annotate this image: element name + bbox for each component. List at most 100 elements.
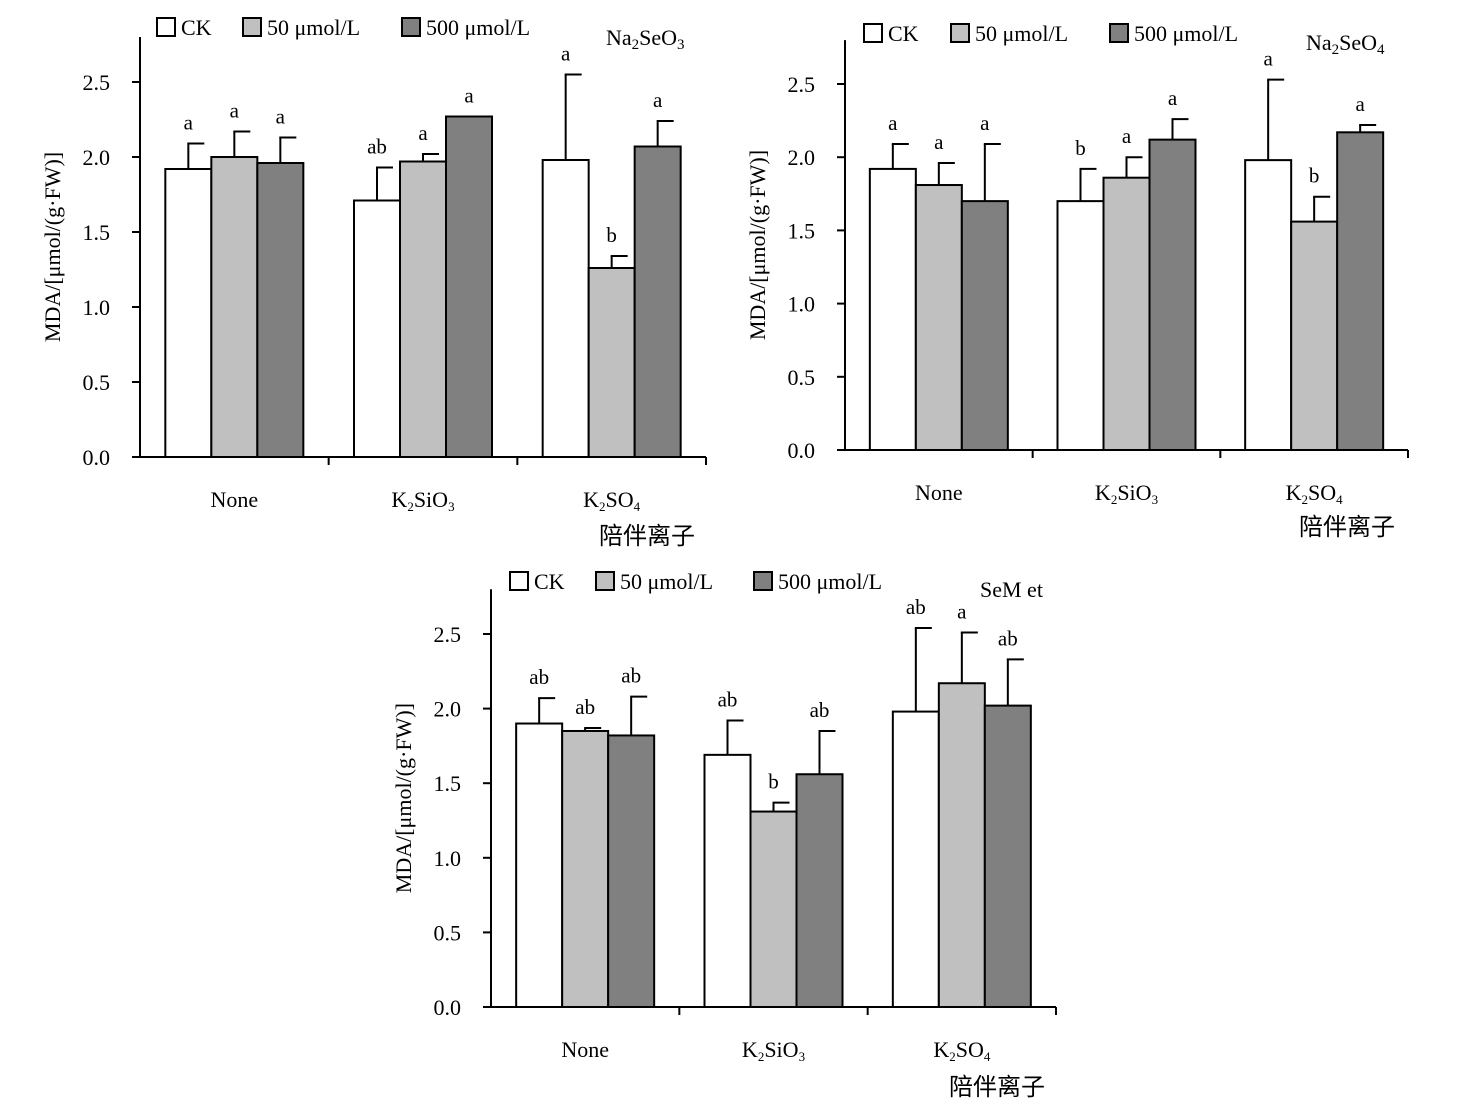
bar [960, 200, 1009, 451]
category-label: K2SiO3 [1095, 480, 1158, 507]
bar [891, 710, 940, 1008]
y-tick-label: 0.5 [434, 920, 462, 945]
y-tick-label: 0.0 [83, 445, 111, 470]
chart-panel-2: 0.0 0.5 1.0 1.5 2.0 2.5 MDA/[μmol/(g·FW)] a a a No… [745, 21, 1409, 541]
y-tick-label: 2.5 [83, 70, 111, 95]
bar [914, 184, 963, 452]
bar [164, 168, 213, 458]
legend-label: 500 μmol/L [1134, 21, 1238, 46]
legend-label: CK [534, 569, 565, 594]
significance-letter: b [1075, 136, 1086, 160]
y-tick-label: 2.5 [788, 72, 816, 97]
category-label: K2SiO3 [391, 487, 454, 514]
bar [795, 773, 844, 1008]
legend-swatch [509, 571, 529, 591]
bar [1148, 138, 1197, 452]
bar [1290, 220, 1339, 451]
y-tick-label: 2.0 [434, 697, 462, 722]
chart-title: SeM et [980, 577, 1043, 602]
significance-letter: a [653, 88, 663, 112]
significance-letter: b [768, 770, 779, 794]
significance-letter: ab [998, 626, 1018, 650]
y-tick-label: 1.5 [788, 218, 816, 243]
x-axis-title: 陪伴离子 [599, 522, 695, 550]
bar [1244, 159, 1293, 452]
legend-label: 500 μmol/L [778, 569, 882, 594]
y-tick-label: 1.0 [788, 292, 816, 317]
significance-letter: ab [575, 695, 595, 719]
category-label: K2SO4 [1286, 480, 1344, 507]
legend-label: 50 μmol/L [975, 21, 1068, 46]
bar [561, 729, 610, 1008]
bar [983, 704, 1032, 1009]
legend-swatch [1109, 23, 1129, 43]
significance-letter: ab [621, 664, 641, 688]
bar [399, 160, 447, 458]
significance-letter: a [888, 111, 898, 135]
legend-label: 500 μmol/L [426, 15, 530, 40]
y-tick-label: 0.5 [788, 365, 816, 390]
chart-title: Na2SeO3 [606, 25, 685, 53]
bar [937, 682, 986, 1009]
significance-letter: ab [718, 688, 738, 712]
chart-panel-3: 0.00.51.01.52.02.5MDA/[μmol/(g·FW)]ababa… [391, 569, 1057, 1101]
y-tick-label: 0.5 [83, 370, 111, 395]
legend-swatch [242, 17, 262, 37]
legend-label: CK [181, 15, 212, 40]
significance-letter: a [561, 42, 571, 66]
bar [1336, 131, 1385, 451]
significance-letter: a [1356, 92, 1366, 116]
y-tick-label: 0.0 [434, 995, 462, 1020]
y-tick-label: 2.0 [83, 145, 111, 170]
legend-swatch [156, 17, 176, 37]
y-axis-title: MDA/[μmol/(g·FW)] [40, 152, 65, 342]
significance-letter: a [276, 105, 286, 129]
category-label: K2SiO3 [742, 1037, 805, 1064]
significance-letter: a [1122, 124, 1132, 148]
y-tick-label: 1.5 [434, 771, 462, 796]
legend-swatch [753, 571, 773, 591]
chart-panel-1: 0.0 0.5 1.0 1.5 2.0 2.5 MDA/[μmol/(g·FW)] a a a No… [40, 15, 707, 550]
y-axis-title: MDA/[μmol/(g·FW)] [391, 703, 416, 893]
x-axis-title: 陪伴离子 [949, 1073, 1045, 1101]
bar [868, 167, 917, 452]
significance-letter: a [980, 111, 990, 135]
significance-letter: a [418, 121, 428, 145]
significance-letter: a [1168, 86, 1178, 110]
significance-letter: a [1264, 47, 1274, 71]
y-tick-label: 1.0 [83, 295, 111, 320]
legend-label: CK [888, 21, 919, 46]
legend-swatch [863, 23, 883, 43]
bar [587, 267, 636, 458]
bar [607, 734, 656, 1008]
bar [515, 722, 564, 1009]
bar [749, 810, 798, 1008]
bar [353, 199, 401, 458]
legend-swatch [401, 17, 421, 37]
bar [541, 159, 590, 458]
significance-letter: a [230, 99, 240, 123]
bar [445, 115, 493, 458]
legend-label: 50 μmol/L [620, 569, 713, 594]
bar [1102, 176, 1151, 451]
legend-label: 50 μmol/L [267, 15, 360, 40]
y-tick-label: 0.0 [788, 438, 816, 463]
significance-letter: a [957, 600, 967, 624]
significance-letter: b [606, 223, 617, 247]
y-tick-label: 2.0 [788, 145, 816, 170]
y-tick-label: 2.5 [434, 622, 462, 647]
significance-letter: ab [367, 135, 387, 159]
chart-title: Na2SeO4 [1306, 30, 1385, 58]
bar [256, 162, 305, 458]
significance-letter: ab [529, 665, 549, 689]
significance-letter: ab [906, 595, 926, 619]
y-axis-title: MDA/[μmol/(g·FW)] [745, 150, 770, 340]
significance-letter: a [464, 84, 474, 108]
legend-swatch [950, 23, 970, 43]
category-label: K2SO4 [583, 487, 641, 514]
y-tick-label: 1.0 [434, 846, 462, 871]
bar [1056, 200, 1105, 451]
category-label: None [561, 1037, 609, 1062]
significance-letter: a [184, 111, 194, 135]
